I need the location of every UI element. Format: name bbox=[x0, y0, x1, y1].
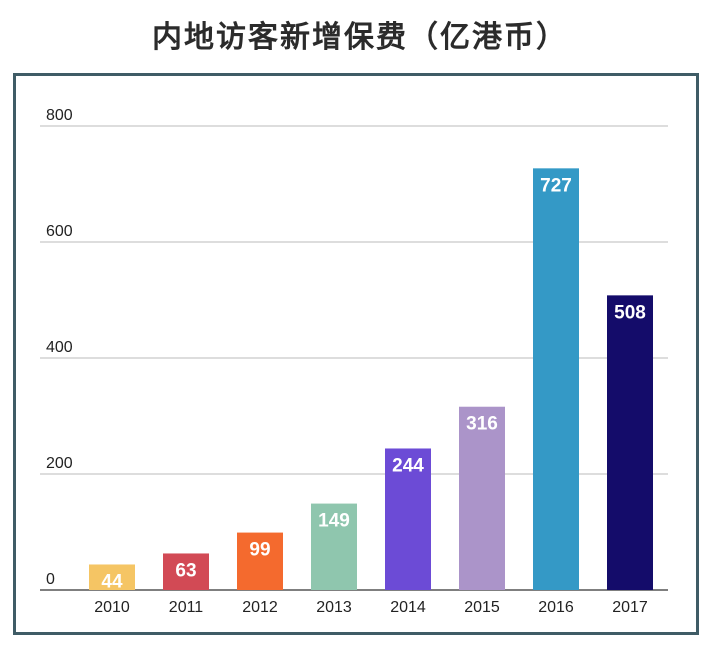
x-tick-label: 2010 bbox=[94, 599, 130, 616]
x-tick-label: 2013 bbox=[316, 599, 352, 616]
y-tick-label: 200 bbox=[46, 455, 73, 472]
bars bbox=[89, 168, 653, 590]
value-label: 149 bbox=[318, 511, 350, 532]
x-tick-label: 2012 bbox=[242, 599, 278, 616]
bar-2011 bbox=[163, 553, 209, 590]
chart-title: 内地访客新增保费（亿港币） bbox=[152, 20, 568, 55]
bar-2017 bbox=[607, 295, 653, 590]
value-labels: 44 63 99 149 244 316 727 508 bbox=[101, 175, 645, 592]
value-label: 727 bbox=[540, 175, 572, 196]
value-label: 316 bbox=[466, 414, 498, 435]
bar-2014 bbox=[385, 448, 431, 590]
value-label: 244 bbox=[392, 455, 424, 476]
y-tick-label: 400 bbox=[46, 339, 73, 356]
bar-2013 bbox=[311, 503, 357, 590]
x-tick-label: 2016 bbox=[538, 599, 574, 616]
bar-2010 bbox=[89, 564, 135, 590]
y-axis-ticks: 0 200 400 600 800 bbox=[46, 107, 73, 588]
y-tick-label: 600 bbox=[46, 223, 73, 240]
x-tick-label: 2017 bbox=[612, 599, 648, 616]
bar-2012 bbox=[237, 532, 283, 590]
value-label: 508 bbox=[614, 302, 646, 323]
value-label: 44 bbox=[101, 571, 123, 592]
value-label: 63 bbox=[175, 560, 196, 581]
x-axis-ticks: 2010 2011 2012 2013 2014 2015 2016 2017 bbox=[94, 599, 648, 616]
value-label: 99 bbox=[249, 540, 270, 561]
x-tick-label: 2014 bbox=[390, 599, 426, 616]
x-tick-label: 2015 bbox=[464, 599, 500, 616]
y-tick-label: 800 bbox=[46, 107, 73, 124]
bar-2015 bbox=[459, 406, 505, 590]
bar-2016 bbox=[533, 168, 579, 590]
x-tick-label: 2011 bbox=[169, 599, 204, 616]
y-tick-label: 0 bbox=[46, 571, 55, 588]
